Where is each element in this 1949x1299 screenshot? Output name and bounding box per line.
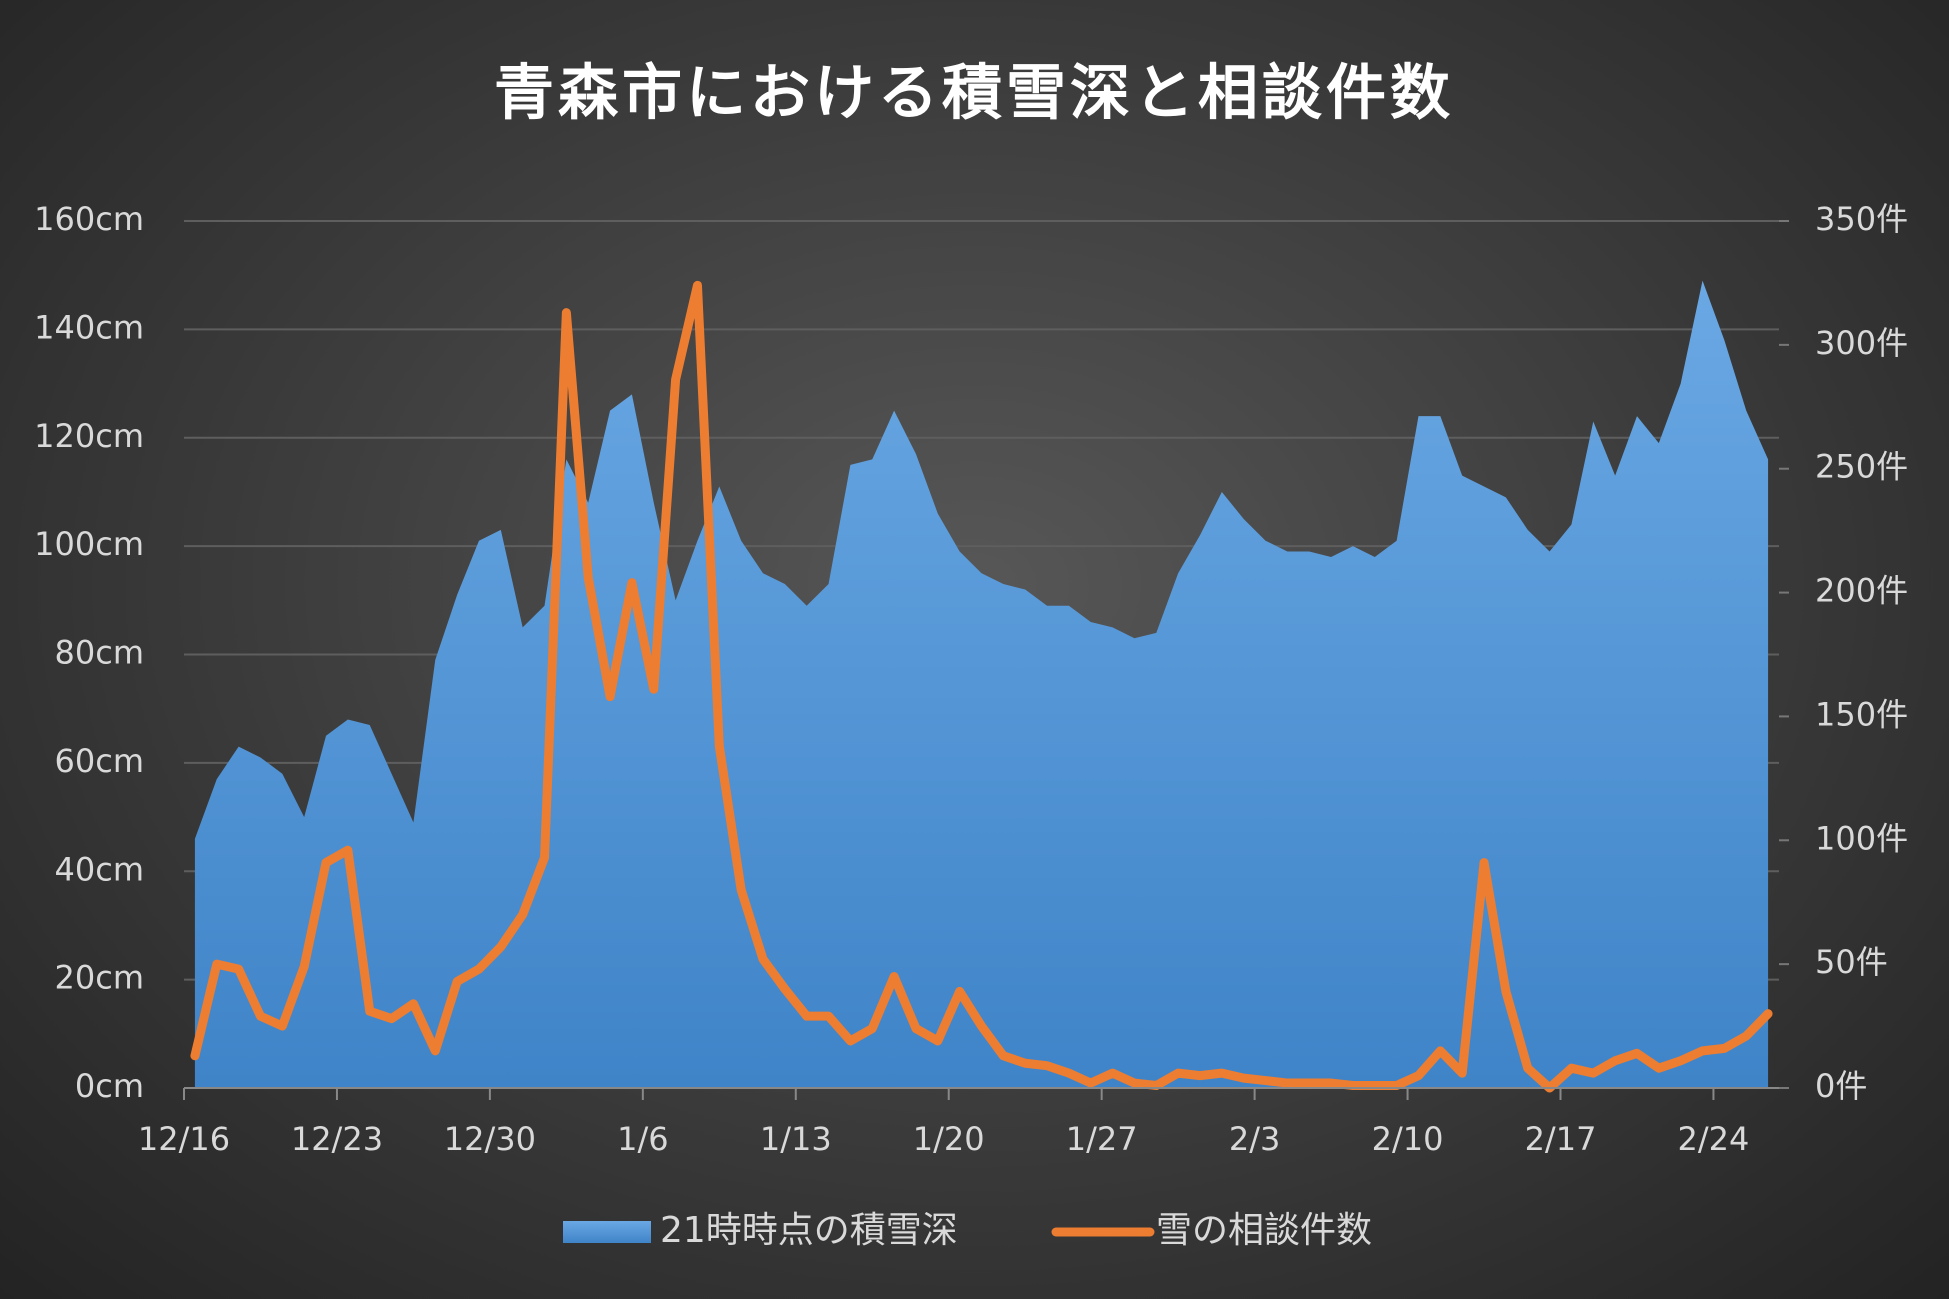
y2-tick-label: 50件 <box>1815 943 1888 981</box>
x-tick-label: 2/3 <box>1229 1120 1281 1158</box>
x-tick-label: 12/23 <box>291 1120 383 1158</box>
y-tick-label: 0cm <box>75 1067 144 1105</box>
y2-tick-label: 150件 <box>1815 695 1908 733</box>
y2-tick-label: 250件 <box>1815 448 1908 486</box>
chart-title: 青森市における積雪深と相談件数 <box>494 59 1454 129</box>
x-tick-label: 1/20 <box>913 1120 985 1158</box>
y-tick-label: 140cm <box>34 308 144 346</box>
area <box>194 280 1769 1088</box>
x-tick-label: 12/30 <box>444 1120 536 1158</box>
y2-tick-label: 200件 <box>1815 572 1908 610</box>
line <box>190 280 1773 1093</box>
x-tick-label: 2/17 <box>1525 1120 1597 1158</box>
legend-label: 21時時点の積雪深 <box>660 1210 958 1251</box>
y-tick-label: 80cm <box>55 634 144 672</box>
y-tick-label: 160cm <box>34 200 144 238</box>
y2-tick-label: 300件 <box>1815 324 1908 362</box>
y2-tick-label: 0件 <box>1815 1067 1867 1105</box>
legend-label: 雪の相談件数 <box>1156 1210 1372 1251</box>
y-tick-label: 120cm <box>34 417 144 455</box>
x-tick-label: 1/27 <box>1066 1120 1138 1158</box>
y-tick-label: 100cm <box>34 525 144 563</box>
x-tick-label: 2/24 <box>1678 1120 1750 1158</box>
y-tick-label: 60cm <box>55 742 144 780</box>
y-tick-label: 40cm <box>55 850 144 888</box>
x-tick-label: 12/16 <box>138 1120 230 1158</box>
x-tick-label: 1/13 <box>760 1120 832 1158</box>
x-tick-label: 2/10 <box>1372 1120 1444 1158</box>
legend-swatch <box>563 1221 651 1243</box>
x-tick-label: 1/6 <box>617 1120 669 1158</box>
y2-tick-label: 100件 <box>1815 819 1908 857</box>
y-tick-label: 20cm <box>55 959 144 997</box>
y2-tick-label: 350件 <box>1815 200 1908 238</box>
